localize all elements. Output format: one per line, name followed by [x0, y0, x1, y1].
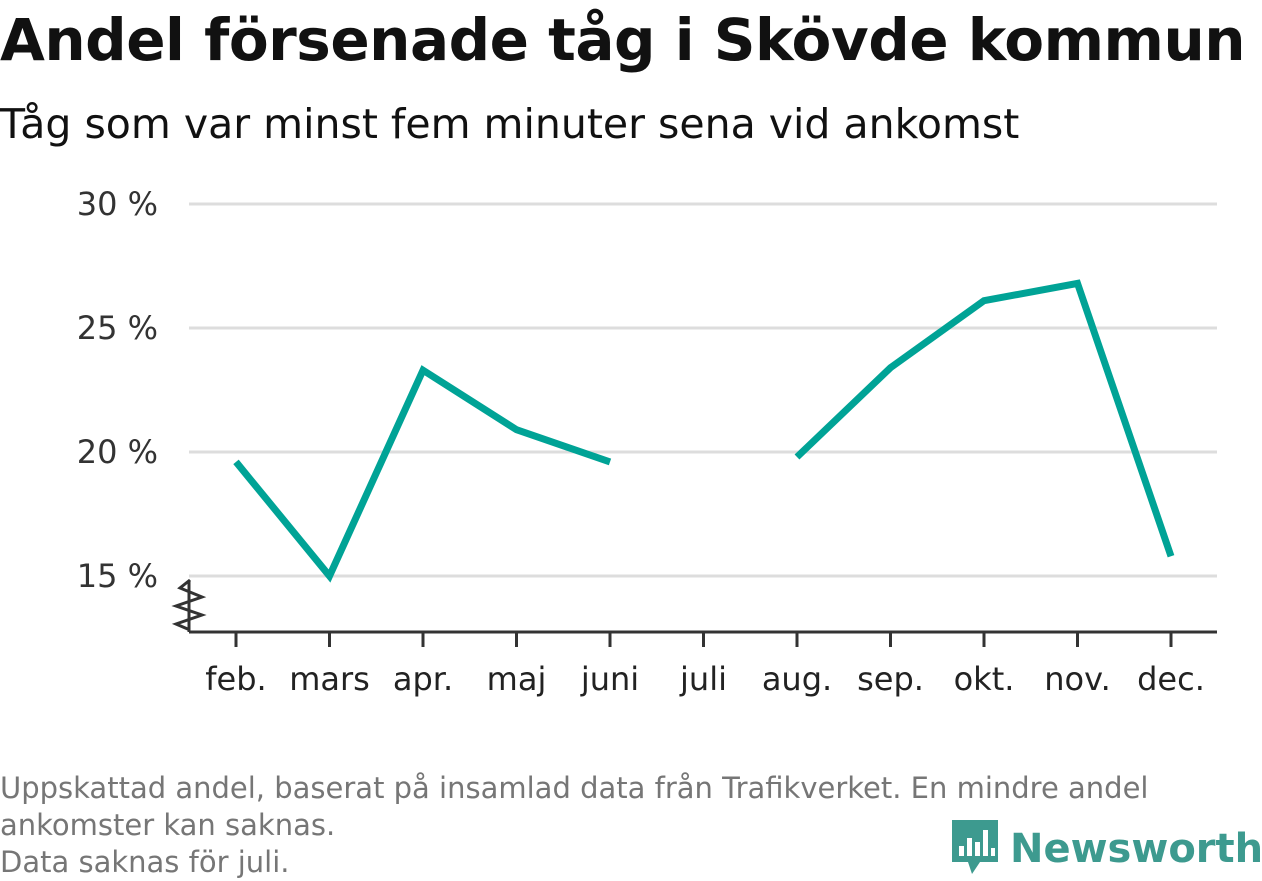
- brand-logo: Newsworthy: [950, 818, 1262, 880]
- x-tick-label: dec.: [1137, 660, 1205, 698]
- x-tick-label: juli: [679, 660, 727, 698]
- y-axis-ticks: 15 % 20 % 25 % 30 %: [77, 185, 158, 595]
- series-line-segment-1: [236, 370, 610, 576]
- footnote-line-1: Uppskattad andel, baserat på insamlad da…: [0, 770, 1250, 807]
- y-tick-label: 15 %: [77, 557, 158, 595]
- newsworthy-logo-icon: [950, 818, 1000, 880]
- series-line-segment-2: [797, 283, 1171, 556]
- x-tick-label: maj: [487, 660, 547, 698]
- y-tick-label: 30 %: [77, 185, 158, 223]
- x-tick-label: sep.: [857, 660, 924, 698]
- x-tick-label: feb.: [205, 660, 266, 698]
- grid-lines: [189, 204, 1217, 576]
- x-tick-label: okt.: [954, 660, 1015, 698]
- x-tick-label: aug.: [762, 660, 832, 698]
- brand-name: Newsworthy: [1010, 826, 1262, 872]
- y-tick-label: 20 %: [77, 433, 158, 471]
- x-tick-label: mars: [289, 660, 370, 698]
- y-tick-label: 25 %: [77, 309, 158, 347]
- x-tick-label: juni: [580, 660, 639, 698]
- x-tick-label: nov.: [1044, 660, 1110, 698]
- x-tick-label: apr.: [393, 660, 453, 698]
